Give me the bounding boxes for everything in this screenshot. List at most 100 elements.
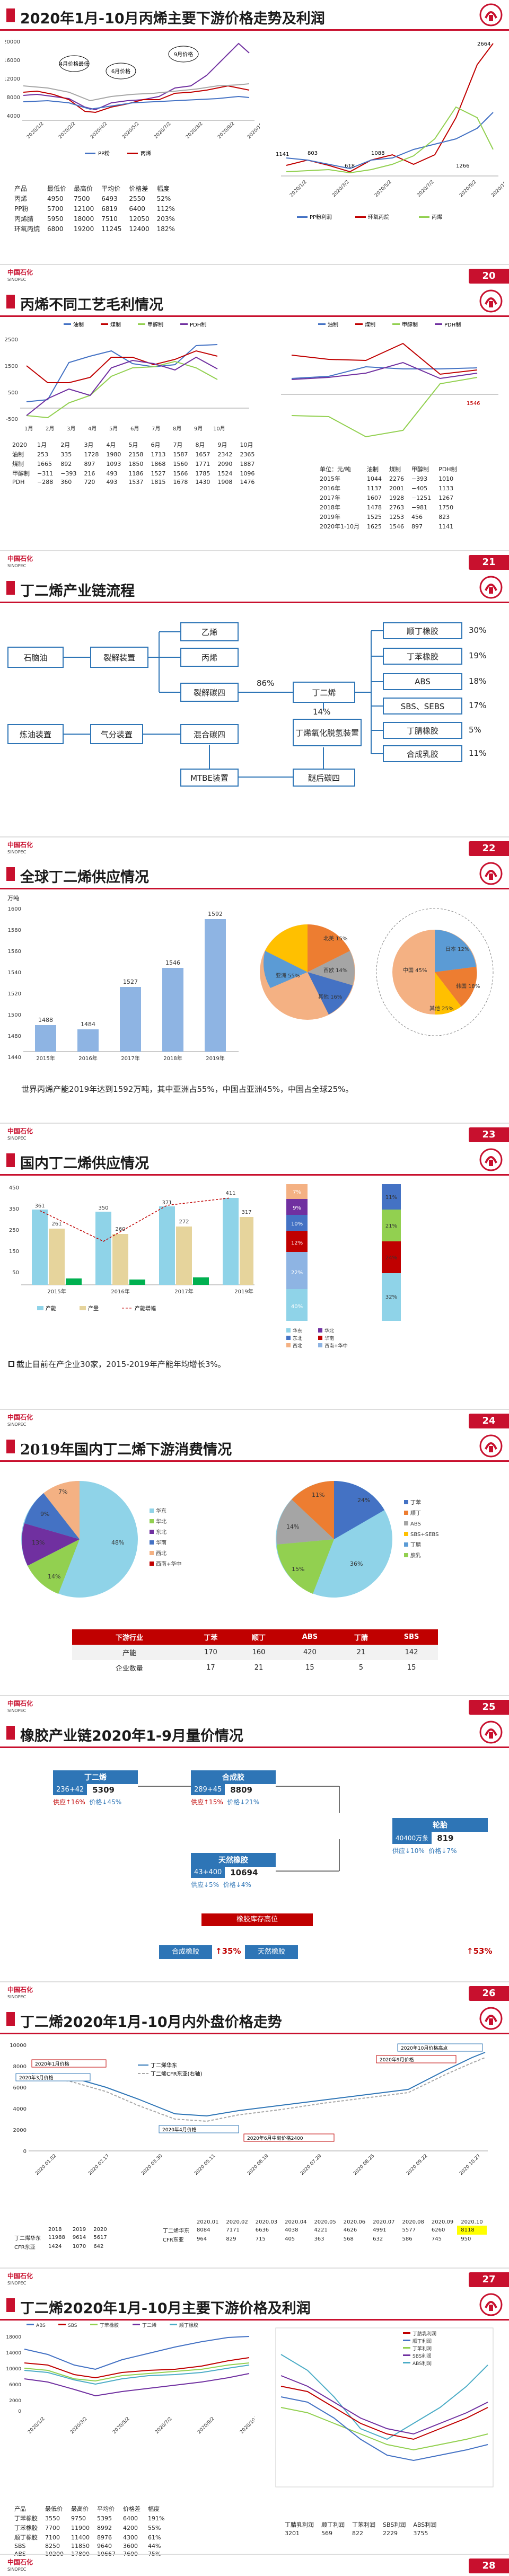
- page-number: 23: [469, 1127, 509, 1142]
- monthly-price-table: 2020.01 2020.02 2020.03 2020.04 2020.05 2020.…: [159, 2219, 487, 2244]
- svg-text:618: 618: [345, 163, 355, 169]
- svg-text:华东: 华东: [156, 1507, 166, 1514]
- footer-logo: 中国石化 SINOPEC: [7, 269, 33, 283]
- svg-text:1540: 1540: [8, 970, 21, 976]
- svg-text:-500: -500: [6, 417, 18, 422]
- svg-text:环氧丙烷: 环氧丙烷: [368, 214, 389, 220]
- svg-text:PP粉利润: PP粉利润: [310, 214, 332, 220]
- svg-text:2020/10/2: 2020/10/2: [239, 2414, 254, 2435]
- svg-text:2020/2/2: 2020/2/2: [58, 121, 77, 140]
- svg-text:2000: 2000: [13, 2128, 27, 2133]
- slide-title: 丙烯不同工艺毛利情况: [20, 297, 163, 313]
- svg-text:其他 25%: 其他 25%: [429, 1005, 453, 1012]
- sinopec-logo-icon: [479, 576, 503, 599]
- table-row: CFR东亚 964 829 715 405 363 568 632 586 745 950: [163, 2236, 471, 2243]
- svg-text:2020/9/2: 2020/9/2: [217, 121, 236, 140]
- svg-text:272: 272: [179, 1219, 189, 1225]
- flow-connectors: [64, 630, 383, 778]
- svg-text:产能: 产能: [46, 1305, 56, 1312]
- svg-text:煤制: 煤制: [110, 321, 121, 328]
- svg-text:北美 15%: 北美 15%: [323, 935, 347, 942]
- svg-text:华南: 华南: [156, 1539, 166, 1546]
- node-mtbe: MTBE装置: [180, 769, 239, 787]
- svg-text:顺丁橡胶: 顺丁橡胶: [179, 2323, 198, 2328]
- svg-text:丙烯: 丙烯: [432, 214, 442, 220]
- svg-text:ABS: ABS: [36, 2323, 46, 2328]
- annotation-september: 9月价格: [174, 51, 193, 58]
- flag-mark: [6, 8, 15, 22]
- region-stack-chart: 7% 9% 10% 12% 22% 40% 11% 21% 24% 32% 华东 华北 东北 华…: [286, 1184, 401, 1349]
- svg-text:371: 371: [162, 1200, 172, 1206]
- annotation-june: 6月价格: [111, 68, 130, 75]
- profit-chart: 2664 1141 803 1088 618 1266 2020/1/2 2020…: [276, 41, 504, 220]
- svg-text:14000: 14000: [6, 2351, 21, 2356]
- page-number: 26: [469, 1986, 509, 2001]
- page-number: 27: [469, 2272, 509, 2287]
- svg-text:2020年3月价格: 2020年3月价格: [19, 2075, 54, 2081]
- svg-text:2020.09.22: 2020.09.22: [406, 2154, 429, 2177]
- node-butadiene: 丁二烯: [293, 682, 355, 703]
- table-row: PP粉 5700 12100 6819 6400 112%: [14, 205, 175, 213]
- svg-text:产能增幅: 产能增幅: [135, 1305, 156, 1312]
- svg-text:2020.05.11: 2020.05.11: [194, 2154, 217, 2177]
- slide-title: 2020年1月-10月丙烯主要下游价格走势及利润: [20, 11, 325, 27]
- svg-text:22%: 22%: [291, 1270, 303, 1276]
- svg-text:250: 250: [9, 1228, 19, 1233]
- svg-text:油制: 油制: [328, 321, 338, 328]
- svg-text:丁二烯CFR东亚(右轴): 丁二烯CFR东亚(右轴): [151, 2070, 203, 2077]
- margin-year-table: 单位：元/吨 油制 煤制 甲醇制 PDH制 2015年 1044 2276 −393 1010 …: [316, 464, 461, 531]
- svg-text:产量: 产量: [88, 1305, 99, 1312]
- synthetic-stock: 合成橡胶: [159, 1945, 212, 1959]
- svg-text:2000: 2000: [9, 2398, 21, 2404]
- unit-label: 万吨: [7, 895, 19, 902]
- annual-price-table: 2018 2019 2020 丁二烯华东 11988 9614 5617 CFR东亚 142…: [11, 2226, 111, 2251]
- slide-title-bar: 丙烯不同工艺毛利情况: [0, 286, 509, 317]
- svg-text:1560: 1560: [8, 949, 21, 955]
- page-number: 20: [469, 269, 509, 284]
- global-capacity-chart: 万吨 1600 1580 1560 1540 1520 1500 1480 1440 1488…: [7, 895, 239, 1062]
- svg-text:24%: 24%: [385, 1255, 397, 1261]
- svg-text:亚洲 55%: 亚洲 55%: [276, 973, 300, 979]
- share-14: 14%: [313, 707, 331, 717]
- svg-text:50: 50: [12, 1270, 19, 1276]
- svg-text:2月: 2月: [46, 426, 54, 432]
- slide-title: 国内丁二烯供应情况: [20, 1155, 149, 1172]
- slide-title-bar: 橡胶产业链2020年1-9月量价情况: [0, 1717, 509, 1748]
- svg-text:西欧 14%: 西欧 14%: [323, 967, 347, 974]
- svg-text:0: 0: [23, 2149, 27, 2155]
- svg-text:2020.06.19: 2020.06.19: [247, 2153, 270, 2176]
- slide-title: 全球丁二烯供应情况: [20, 869, 149, 886]
- svg-text:2020/10/2: 2020/10/2: [247, 119, 260, 140]
- margin-month-table: 2020 1月 2月 3月 4月 5月 6月 7月 8月 9月 10月 油制 253 335 1728 19…: [8, 440, 258, 486]
- table-row: 油制 253 335 1728 1980 2158 1713 1587 1657 2342 2365: [12, 451, 255, 458]
- svg-text:1500: 1500: [5, 364, 18, 369]
- slide-27: 丁二烯2020年1月-10月内外盘价格走势 10000 8000 6000 4000 2…: [0, 2004, 509, 2290]
- legend-propylene: 丙烯: [141, 150, 151, 157]
- svg-text:1580: 1580: [8, 928, 21, 933]
- svg-text:1520: 1520: [8, 991, 21, 997]
- slide-footer: 中国石化 SINOPEC 28: [0, 2554, 509, 2576]
- svg-text:华南: 华南: [324, 1335, 334, 1342]
- svg-text:丁苯橡胶: 丁苯橡胶: [100, 2323, 119, 2328]
- slide-footer: 中国石化 SINOPEC 27: [0, 2268, 509, 2290]
- svg-text:1527: 1527: [123, 978, 138, 985]
- svg-text:1141: 1141: [276, 152, 289, 157]
- slide-footer: 中国石化 SINOPEC 20: [0, 264, 509, 286]
- svg-text:361: 361: [34, 1203, 45, 1209]
- card-synthetic-rubber: 合成胶 289+45 8809 供应↑15% 价格↓21%: [191, 1770, 276, 1806]
- svg-text:1546: 1546: [467, 401, 480, 407]
- svg-text:1440: 1440: [8, 1055, 21, 1061]
- svg-text:450: 450: [9, 1185, 19, 1191]
- svg-text:丁二烯华东: 丁二烯华东: [151, 2062, 177, 2069]
- table-row: 企业数量 17 21 15 5 15: [72, 1660, 438, 1675]
- svg-text:261: 261: [51, 1221, 62, 1227]
- svg-text:16000: 16000: [5, 58, 20, 64]
- slide-22: 丁二烯产业链流程 石脑油 裂解装置 乙烯 丙烯 裂解碳四 86% 丁二烯 14%…: [0, 572, 509, 859]
- svg-text:丁腈: 丁腈: [410, 1541, 421, 1548]
- svg-text:36%: 36%: [350, 1560, 363, 1567]
- table-row: SBS 8250 11850 9640 3600 44%: [14, 2543, 161, 2549]
- slide-title-bar: 丁二烯产业链流程: [0, 572, 509, 603]
- slide-title: 橡胶产业链2020年1-9月量价情况: [20, 1728, 243, 1744]
- product-sbs: SBS、SEBS: [383, 698, 462, 714]
